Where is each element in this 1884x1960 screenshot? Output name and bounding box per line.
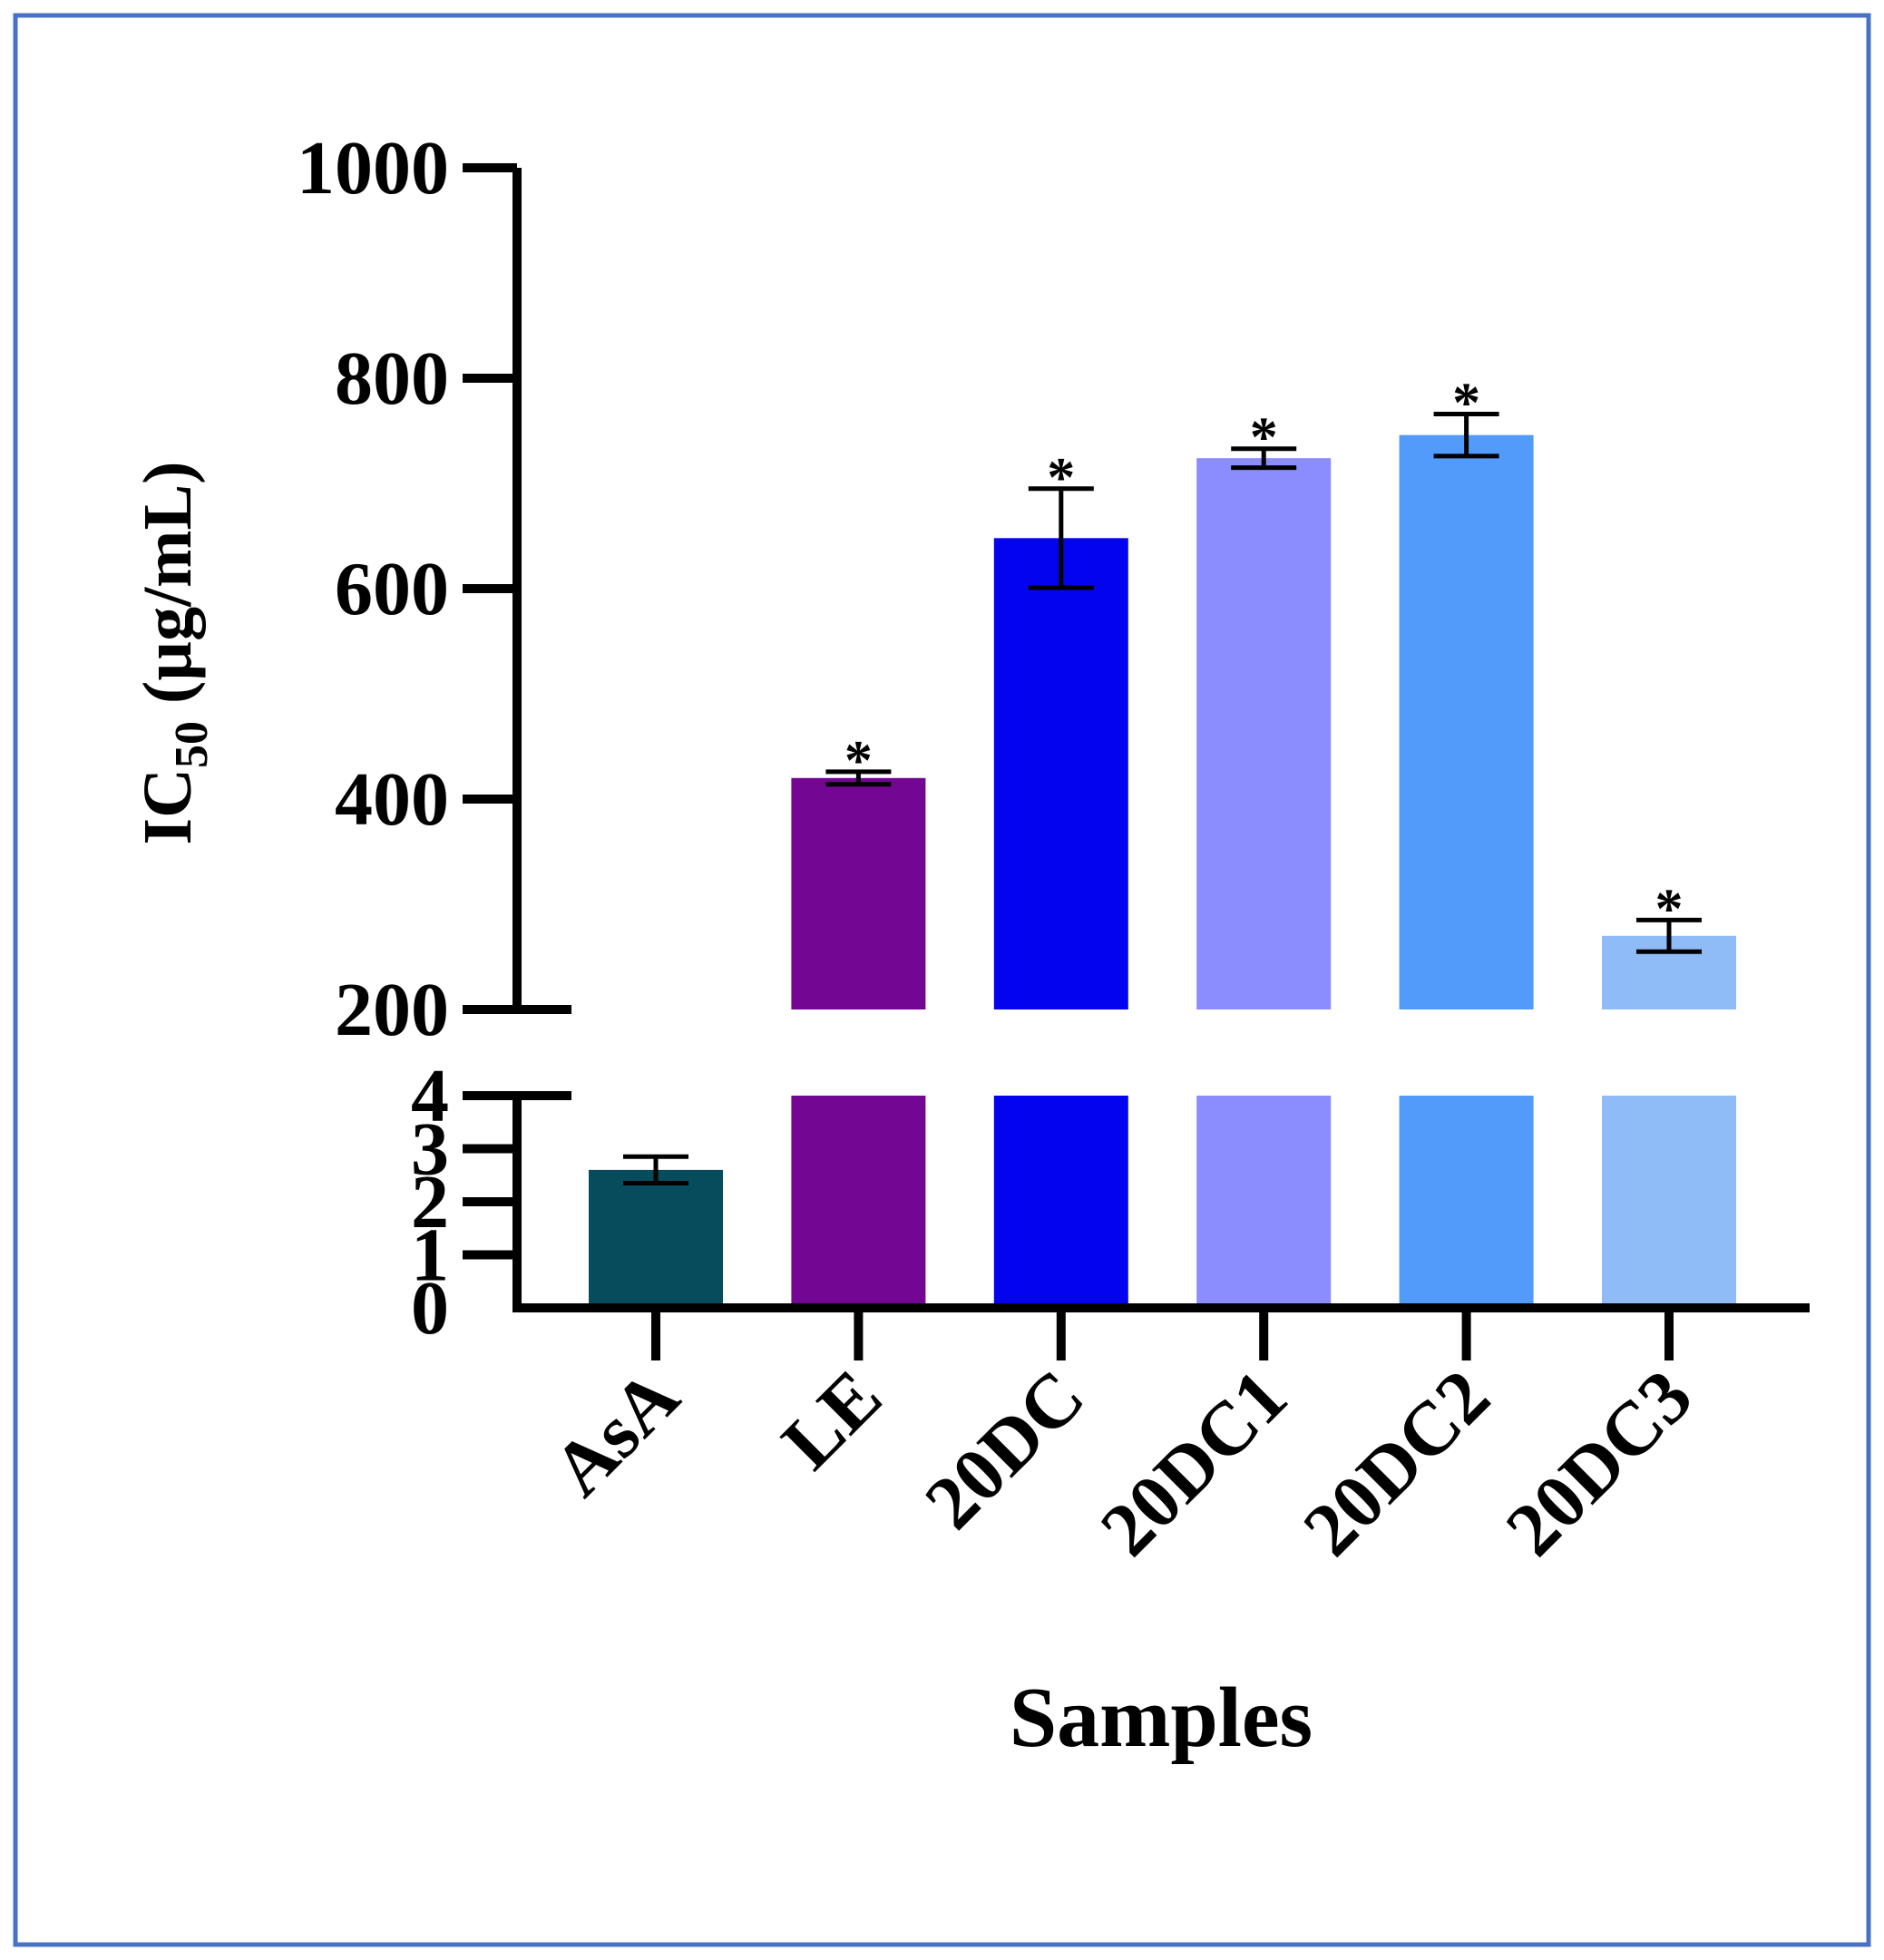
bar-20dc3-lower: [1602, 1096, 1736, 1308]
bar-20dc2-lower: [1399, 1096, 1534, 1308]
x-axis-title: Samples: [1010, 1671, 1313, 1765]
bar-20dc1-upper: [1196, 458, 1332, 1009]
significance-star-20dc1: *: [1250, 407, 1278, 469]
y-tick-label-upper-600: 600: [335, 547, 449, 631]
error-bars-group: [623, 411, 1702, 1186]
y-tick-label-upper-400: 400: [335, 757, 449, 842]
y-axis-title-subscript: 50: [166, 721, 218, 768]
y-tick-label-upper-200: 200: [335, 968, 449, 1052]
bar-20dc-upper: [993, 538, 1128, 1009]
y-tick-label-lower-0: 0: [411, 1266, 449, 1351]
y-tick-label-upper-800: 800: [335, 336, 449, 421]
bar-20dc1-lower: [1196, 1096, 1332, 1308]
significance-star-20dc: *: [1047, 447, 1075, 509]
bar-20dc2-upper: [1399, 434, 1534, 1009]
significance-star-20dc3: *: [1655, 878, 1684, 940]
figure-frame: [13, 13, 1871, 1947]
significance-markers-group: * * * * *: [844, 372, 1684, 940]
y-tick-label-lower-4: 4: [411, 1054, 449, 1138]
y-axis-title-main: IC: [130, 768, 206, 844]
y-tick-label-lower-3: 3: [411, 1107, 449, 1192]
bar-le-lower: [791, 1096, 926, 1308]
significance-star-le: *: [844, 730, 873, 792]
y-axis-title-unit: (µg/mL): [130, 462, 206, 722]
y-tick-label-lower-1: 1: [411, 1214, 449, 1298]
bar-20dc-lower: [993, 1096, 1128, 1308]
y-axis-title: IC50 (µg/mL): [130, 462, 218, 845]
bar-le-upper: [791, 777, 926, 1009]
y-tick-label-lower-2: 2: [411, 1160, 449, 1244]
y-tick-label-upper-1000: 1000: [297, 126, 449, 210]
bar-asa: [589, 1169, 723, 1308]
significance-star-20dc2: *: [1452, 372, 1480, 434]
bars-group: [589, 434, 1736, 1308]
